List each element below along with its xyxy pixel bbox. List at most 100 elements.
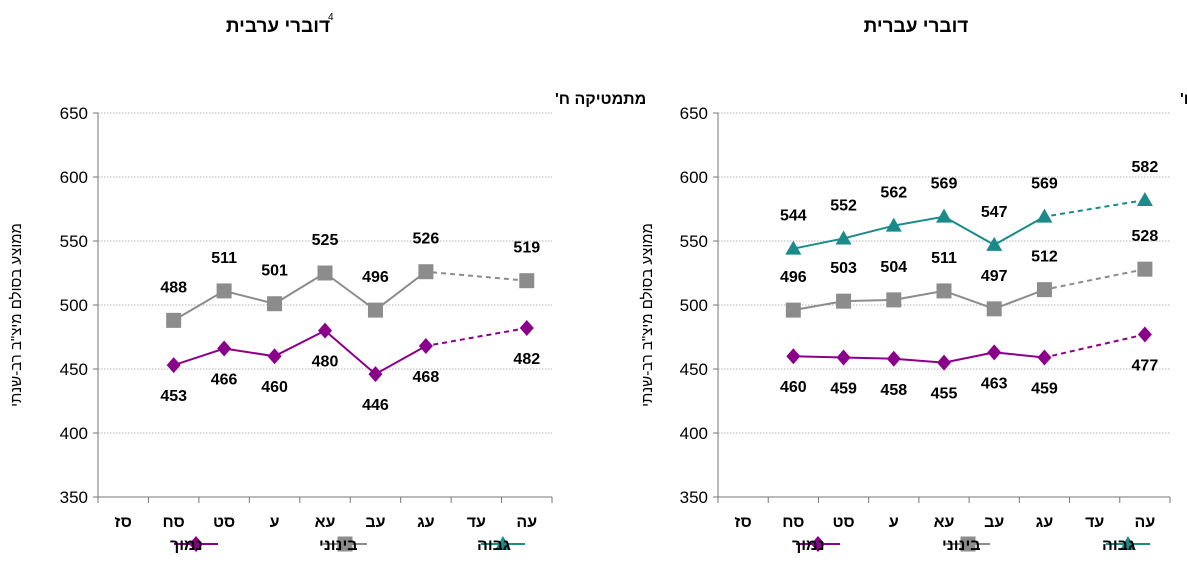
data-label: 511 [931,250,957,267]
x-category-label: עה [516,514,537,531]
y-tick-label: 350 [680,488,708,507]
chart-subtitle: מתמטיקה ח' [1180,91,1187,108]
series-medium: 519 526 496 525 501 511 488 [160,231,540,328]
y-tick-label: 550 [680,232,708,251]
data-label: 460 [261,379,288,396]
legend-label: נמוך [792,537,825,554]
data-point [987,344,1002,361]
series-segment [893,215,945,227]
data-point [986,301,1002,317]
data-label: 544 [780,208,807,225]
y-tick-label: 450 [60,360,88,379]
legend-item: גבוה [1102,536,1150,554]
data-label: 463 [981,375,1008,392]
x-category-label: עא [934,514,955,531]
data-point [937,354,951,371]
data-label: 480 [312,354,339,371]
y-tick-label: 450 [680,360,708,379]
series-segment-dashed [425,270,527,282]
title-superscript: 4 [328,12,334,23]
data-label: 525 [312,232,339,249]
series-segment [843,298,894,303]
legend-label: גבוה [1102,537,1136,554]
data-point [1137,261,1153,277]
x-category-label: סט [213,514,235,531]
data-point [267,348,282,365]
data-point [836,349,851,366]
data-point [519,320,534,337]
x-category-label: סח [163,514,185,531]
x-category-label: עב [984,514,1004,531]
data-point [836,293,852,309]
y-tick-label: 650 [60,104,88,123]
series-segment [943,289,995,310]
data-point [1036,208,1053,223]
series-segment [324,272,377,311]
data-point [785,240,802,255]
data-point [785,302,801,318]
y-tick-label: 400 [60,424,88,443]
y-axis-title: ממוצע בסולם מיצ"ב רב-שנתי [639,223,656,407]
data-label: 460 [780,379,807,396]
data-label: 511 [211,250,237,267]
data-point [886,350,901,367]
data-point [1137,326,1152,343]
data-point [1136,192,1153,207]
data-point [418,337,433,354]
data-point [418,264,434,280]
data-label: 496 [362,269,389,286]
data-point [936,208,952,223]
data-label: 519 [513,240,540,257]
data-point [786,348,801,365]
series-segment [943,351,995,364]
data-point [166,312,182,328]
legend-marker [495,536,511,550]
series-segment [993,288,1045,310]
x-category-label: עב [365,514,385,531]
x-category-label: עג [417,514,435,531]
data-point [367,302,383,318]
series-segment [993,215,1045,246]
series-segment [274,272,326,305]
legend-marker [811,536,825,552]
y-axis-title: ממוצע בסולם מיצ"ב רב-שנתי [8,223,25,407]
series-segment [324,329,377,375]
data-label: 504 [880,259,907,276]
series-segment [374,270,427,311]
y-tick-label: 350 [60,488,88,507]
data-point [936,283,952,299]
series-segment [893,289,945,301]
x-category-label: סח [782,514,804,531]
chart-title: דוברי ערבית [226,16,330,37]
series-segment [793,237,844,250]
data-label: 453 [160,388,187,405]
series-segment [173,290,225,322]
y-tick-label: 600 [60,168,88,187]
y-tick-label: 650 [680,104,708,123]
series-segment-dashed [425,327,527,347]
data-point [317,265,333,281]
data-label: 569 [931,176,958,193]
legend-item: בינוני [942,536,990,554]
series-high: 582 569 547 569 562 552 544 [780,159,1158,255]
series-segment [893,357,945,364]
data-label: 547 [981,204,1008,221]
data-label: 458 [880,382,907,399]
data-point [519,273,535,289]
legend-item: נמוך [792,536,840,554]
data-label: 496 [780,269,807,286]
series-segment [793,300,844,312]
legend-item: נמוך [170,536,218,554]
legend-marker [960,536,976,552]
legend-item: גבוה [477,536,525,554]
data-label: 468 [413,369,440,386]
series-segment [843,356,894,360]
data-point [166,357,181,374]
data-point [1036,282,1052,298]
series-segment [173,347,225,367]
data-label: 503 [830,260,857,277]
chart-subtitle: מתמטיקה ח' [555,91,646,108]
series-segment [223,347,275,358]
series-segment [793,355,844,359]
